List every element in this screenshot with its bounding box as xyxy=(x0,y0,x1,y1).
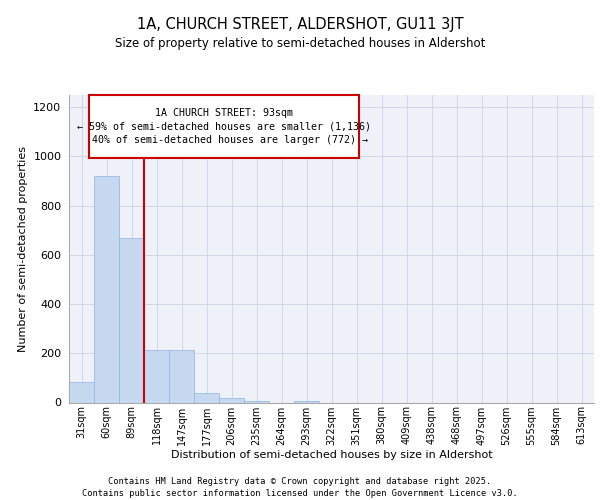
Bar xyxy=(144,350,169,403)
Bar xyxy=(69,382,94,402)
Bar xyxy=(194,393,219,402)
Bar xyxy=(294,400,319,402)
Text: 1A CHURCH STREET: 93sqm
← 59% of semi-detached houses are smaller (1,136)
  40% : 1A CHURCH STREET: 93sqm ← 59% of semi-de… xyxy=(77,108,371,144)
Text: 1A, CHURCH STREET, ALDERSHOT, GU11 3JT: 1A, CHURCH STREET, ALDERSHOT, GU11 3JT xyxy=(137,18,463,32)
Text: Contains HM Land Registry data © Crown copyright and database right 2025.
Contai: Contains HM Land Registry data © Crown c… xyxy=(82,476,518,498)
FancyBboxPatch shape xyxy=(89,95,359,158)
Bar xyxy=(219,398,244,402)
X-axis label: Distribution of semi-detached houses by size in Aldershot: Distribution of semi-detached houses by … xyxy=(170,450,493,460)
Bar xyxy=(244,400,269,402)
Y-axis label: Number of semi-detached properties: Number of semi-detached properties xyxy=(17,146,28,352)
Text: Size of property relative to semi-detached houses in Aldershot: Size of property relative to semi-detach… xyxy=(115,38,485,51)
Bar xyxy=(169,350,194,403)
Bar xyxy=(94,176,119,402)
Bar xyxy=(119,238,144,402)
